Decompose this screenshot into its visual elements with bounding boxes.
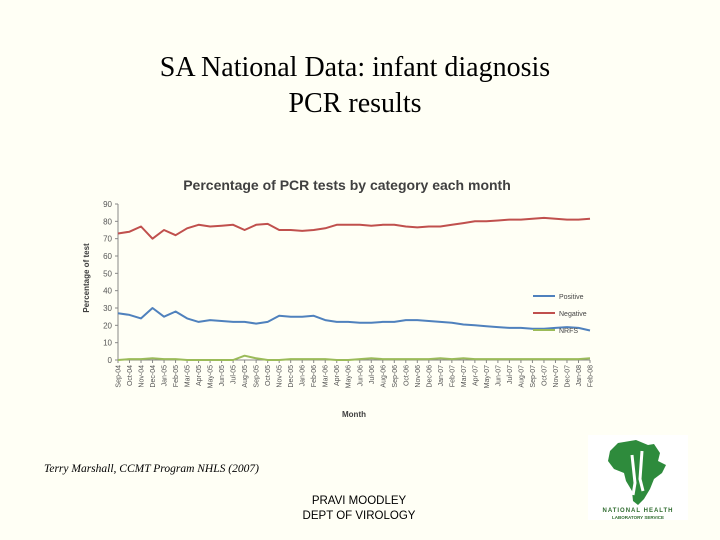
y-axis-label: Percentage of test [82, 243, 91, 313]
x-tick-label: Mar-06 [323, 365, 330, 387]
y-tick-label: 90 [103, 200, 112, 209]
x-tick-label: Mar-07 [461, 365, 468, 387]
x-tick-label: Aug-06 [380, 365, 387, 388]
y-tick-label: 60 [103, 252, 112, 261]
x-tick-label: Feb-07 [449, 365, 456, 387]
y-tick-label: 70 [103, 235, 112, 244]
presenter-name: PRAVI MOODLEY [311, 495, 407, 507]
x-tick-label: Nov-05 [277, 365, 284, 388]
x-tick-label: Apr-06 [334, 365, 341, 386]
y-tick-label: 50 [103, 269, 112, 278]
x-tick-label: Dec-06 [426, 365, 433, 388]
x-tick-label: Oct-07 [541, 365, 548, 386]
x-tick-label: Jun-07 [495, 365, 502, 387]
x-tick-label: Aug-07 [518, 365, 525, 388]
presenter-info: PRAVI MOODLEY DEPT OF VIROLOGY [290, 494, 428, 524]
x-tick-label: Oct-05 [265, 365, 272, 386]
x-tick-label: Sep-07 [530, 365, 537, 388]
logo-stroke-right [638, 450, 645, 492]
x-tick-label: Sep-04 [116, 365, 123, 388]
x-tick-label: Sep-05 [254, 365, 261, 388]
y-tick-label: 80 [103, 217, 112, 226]
x-tick-label: Jun-06 [357, 365, 364, 387]
x-tick-label: May-07 [484, 365, 491, 388]
series-line-negative [117, 216, 591, 240]
logo-stroke-left [630, 454, 637, 496]
x-tick-label: Feb-08 [588, 365, 595, 387]
x-tick-label: Jan-06 [300, 365, 307, 387]
x-tick-label: Mar-05 [185, 365, 192, 387]
logo-text-2: LABORATORY SERVICE [612, 515, 664, 520]
y-tick-label: 40 [103, 287, 112, 296]
legend-label-negative: Negative [559, 311, 587, 318]
x-tick-label: Dec-07 [564, 365, 571, 388]
legend-label-nrfs: NRFS [559, 328, 578, 335]
x-tick-label: Dec-04 [150, 365, 157, 388]
x-tick-label: Nov-07 [553, 365, 560, 388]
slide-title: SA National Data: infant diagnosis PCR r… [60, 50, 650, 122]
slide-title-line-2: PCR results [288, 88, 422, 119]
logo-text-1: NATIONAL HEALTH [603, 508, 674, 514]
x-tick-label: Jul-07 [507, 365, 514, 384]
x-tick-label: May-06 [346, 365, 353, 388]
x-tick-label: May-05 [208, 365, 215, 388]
source-credit: Terry Marshall, CCMT Program NHLS (2007) [44, 463, 259, 475]
x-tick-label: Dec-05 [288, 365, 295, 388]
x-tick-label: Apr-07 [472, 365, 479, 386]
x-tick-label: Nov-06 [415, 365, 422, 388]
x-tick-label: Jul-06 [369, 365, 376, 384]
x-tick-label: Feb-05 [173, 365, 180, 387]
x-tick-label: Oct-04 [127, 365, 134, 386]
x-tick-label: Sep-06 [392, 365, 399, 388]
x-tick-label: Jan-08 [576, 365, 583, 387]
x-tick-label: Jan-07 [438, 365, 445, 387]
africa-map-icon [608, 440, 666, 505]
x-tick-label: Jun-05 [219, 365, 226, 387]
pcr-line-chart: Percentage of PCR tests by category each… [82, 177, 595, 419]
slide-title-line-1: SA National Data: infant diagnosis [159, 52, 551, 83]
x-tick-label: Aug-05 [242, 365, 249, 388]
chart-title: Percentage of PCR tests by category each… [183, 177, 511, 193]
presenter-department: DEPT OF VIROLOGY [302, 510, 416, 522]
y-tick-label: 0 [108, 356, 113, 365]
x-tick-label: Jan-05 [162, 365, 169, 387]
y-tick-label: 10 [103, 339, 112, 348]
x-tick-label: Jul-05 [231, 365, 238, 384]
nhls-logo: NATIONAL HEALTH LABORATORY SERVICE [588, 435, 688, 520]
x-tick-label: Feb-06 [311, 365, 318, 387]
legend-label-positive: Positive [559, 294, 584, 301]
x-tick-label: Nov-04 [139, 365, 146, 388]
y-tick-label: 30 [103, 304, 112, 313]
x-tick-label: Apr-05 [196, 365, 203, 386]
x-axis-label: Month [342, 410, 366, 419]
y-tick-label: 20 [103, 321, 112, 330]
x-tick-label: Oct-06 [403, 365, 410, 386]
series-line-nrfs [117, 354, 591, 361]
series-line-positive [117, 307, 591, 332]
